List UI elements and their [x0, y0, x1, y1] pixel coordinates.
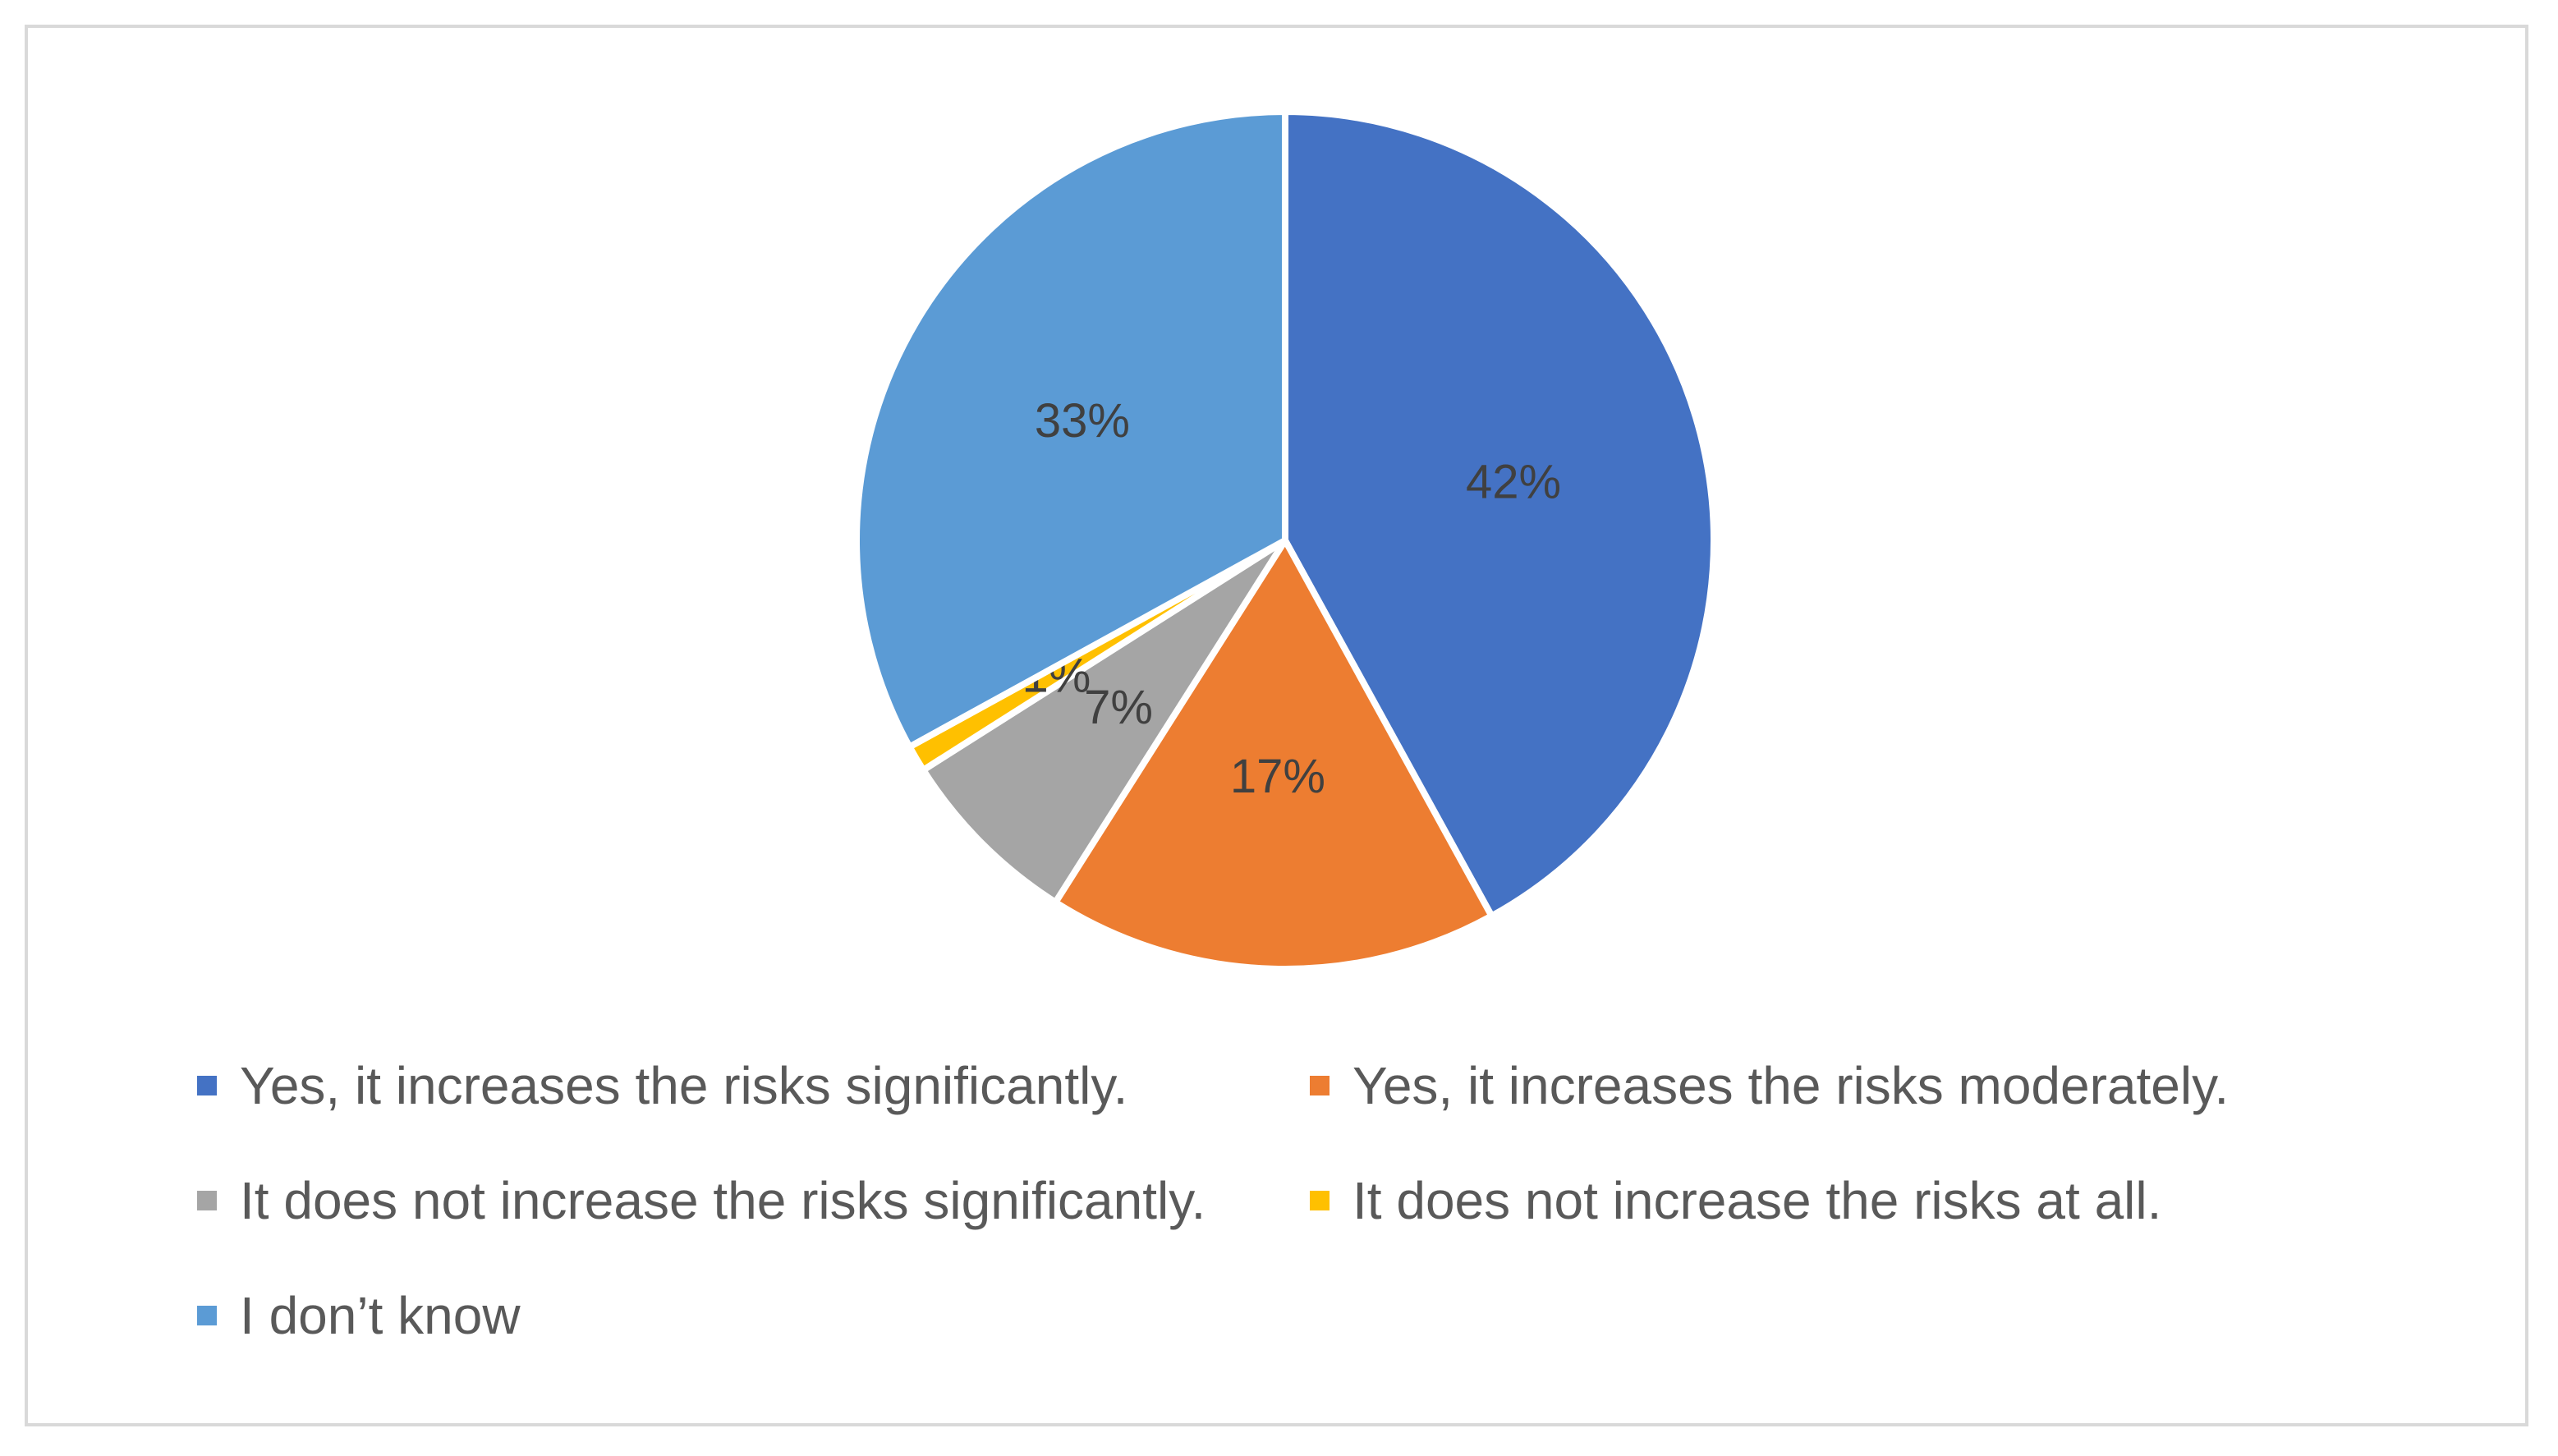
legend-item-dont-know: I don’t know	[197, 1289, 521, 1342]
legend-label: I don’t know	[240, 1286, 521, 1345]
pie-slice	[1052, 537, 1495, 972]
pie-slice	[853, 108, 1288, 751]
legend-item-moderately: Yes, it increases the risks moderately.	[1310, 1059, 2229, 1112]
legend-item-significantly: Yes, it increases the risks significantl…	[197, 1059, 1127, 1112]
legend-label: Yes, it increases the risks moderately.	[1352, 1056, 2230, 1115]
data-label: 42%	[1466, 456, 1561, 509]
legend-item-not-at-all: It does not increase the risks at all.	[1310, 1174, 2161, 1227]
pie-slice	[920, 537, 1288, 906]
legend-label: It does not increase the risks at all.	[1352, 1171, 2162, 1230]
data-label: 17%	[1230, 750, 1325, 803]
legend-swatch	[197, 1191, 217, 1210]
legend-swatch	[1310, 1076, 1330, 1095]
legend-swatch	[197, 1306, 217, 1325]
legend-item-not-significantly: It does not increase the risks significa…	[197, 1174, 1206, 1227]
legend-label: It does not increase the risks significa…	[240, 1171, 1206, 1230]
legend-label: Yes, it increases the risks significantl…	[240, 1056, 1128, 1115]
legend-swatch	[197, 1076, 217, 1095]
legend-swatch	[1310, 1191, 1330, 1210]
data-label: 7%	[1084, 681, 1153, 734]
data-label: 33%	[1035, 394, 1130, 448]
pie-slice	[1282, 108, 1717, 920]
